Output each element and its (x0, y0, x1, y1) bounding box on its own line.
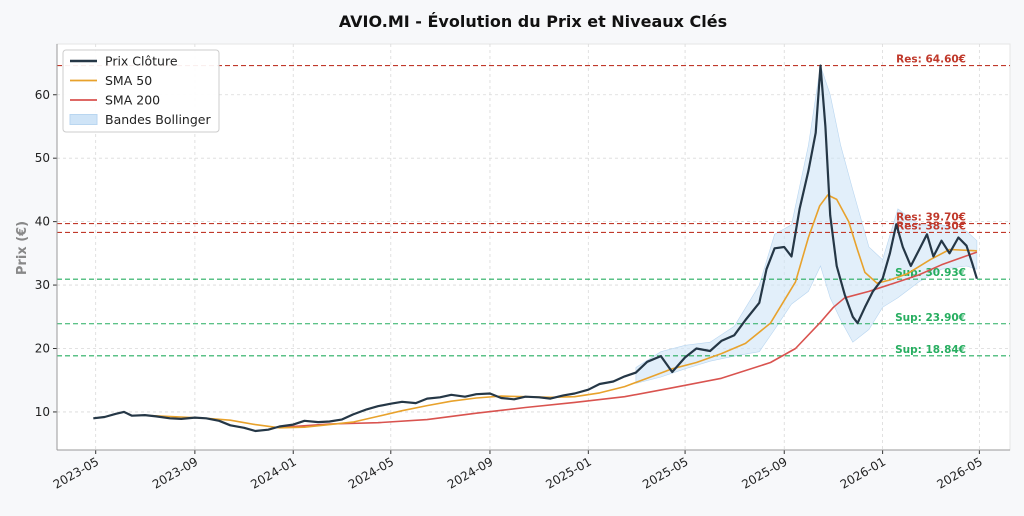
x-tick-label: 2023-05 (51, 454, 101, 491)
resistance-level-label: Res: 39.70€ (896, 212, 966, 224)
x-tick-label: 2026-05 (934, 454, 984, 491)
y-tick-label: 50 (35, 151, 50, 165)
y-tick-label: 60 (35, 88, 50, 102)
y-tick-label: 30 (35, 278, 50, 292)
series-layer (93, 64, 978, 433)
x-tick-label: 2026-01 (838, 454, 888, 491)
x-tick-label: 2024-09 (445, 454, 495, 491)
legend-sma50-label: SMA 50 (105, 73, 152, 88)
legend: Prix Clôture SMA 50 SMA 200 Bandes Bollinge… (62, 49, 220, 133)
sma50-line (152, 194, 977, 429)
sma200-line (283, 251, 978, 428)
bollinger-band (635, 65, 978, 384)
support-level-label: Sup: 18.84€ (895, 344, 966, 356)
key-levels: Res: 64.60€Res: 39.70€Res: 38.30€Sup: 30… (57, 54, 1010, 357)
y-axis-label: Prix (€) (15, 221, 30, 275)
x-tick-label: 2025-01 (543, 454, 593, 491)
x-tick-label: 2023-09 (150, 454, 200, 491)
legend-close-label: Prix Clôture (105, 54, 178, 69)
y-tick-label: 20 (35, 342, 50, 356)
x-tick-label: 2024-05 (346, 454, 396, 491)
legend-bollinger-label: Bandes Bollinger (105, 112, 211, 127)
x-tick-label: 2025-09 (739, 454, 789, 491)
bollinger-band-layer (635, 65, 978, 384)
x-tick-label: 2024-01 (248, 454, 298, 491)
legend-box (62, 49, 220, 133)
y-tick-label: 10 (35, 405, 50, 419)
chart-title: AVIO.MI - Évolution du Prix et Niveaux C… (339, 12, 727, 31)
legend-sma200-label: SMA 200 (105, 93, 160, 108)
support-level-label: Sup: 23.90€ (895, 312, 966, 324)
legend-bollinger-swatch (69, 114, 98, 125)
close-price-line (93, 64, 978, 433)
x-tick-label: 2025-05 (640, 454, 690, 491)
resistance-level-label: Res: 38.30€ (896, 220, 966, 232)
y-tick-label: 40 (35, 215, 50, 229)
resistance-level-label: Res: 64.60€ (896, 54, 966, 66)
